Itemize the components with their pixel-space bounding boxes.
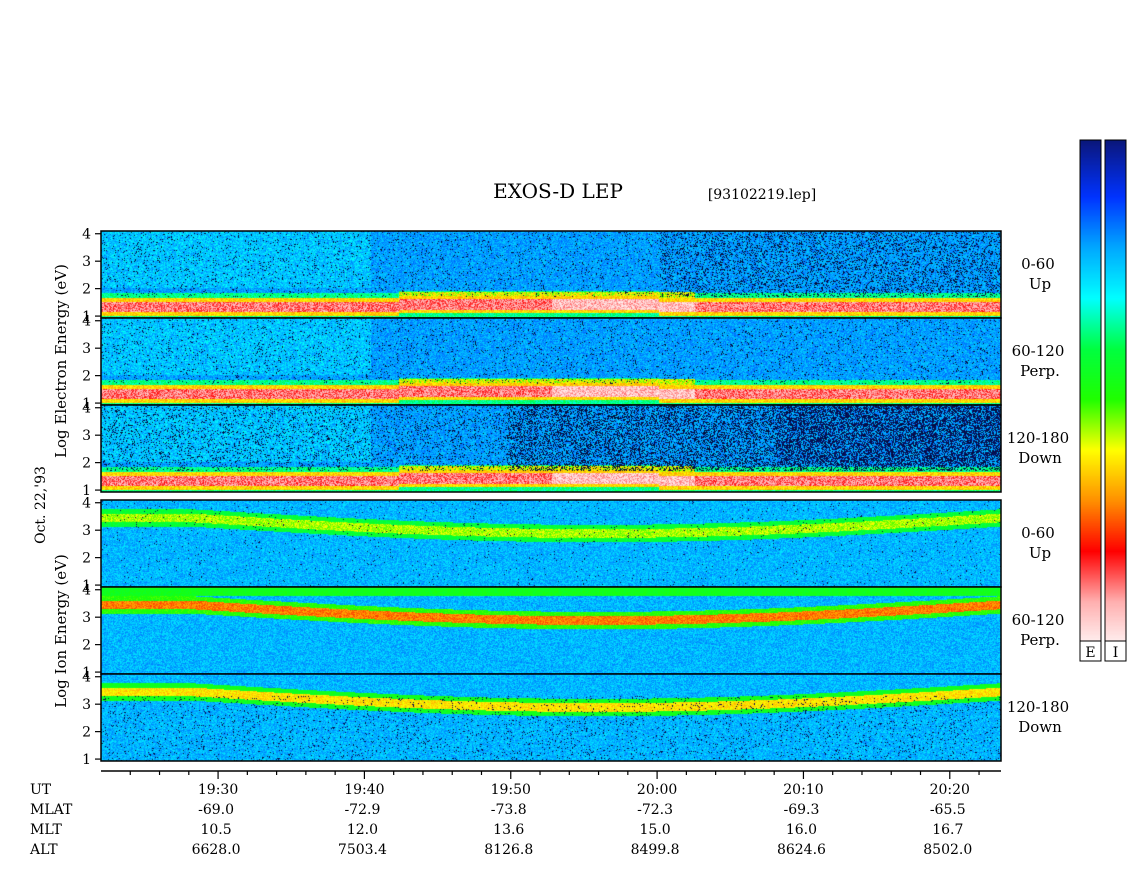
pitch-angle-label: 0-60 [1021, 524, 1055, 542]
orbit-value: -69.3 [783, 802, 819, 818]
spectrogram-ion-down [101, 674, 1001, 761]
colorbar-frame [1079, 139, 1102, 662]
svg-text:Log Electron Energy (eV): Log Electron Energy (eV) [52, 264, 70, 458]
y-tick-label: 1 [82, 483, 91, 499]
y-tick-label: 4 [82, 670, 91, 686]
y-tick-label: 2 [82, 369, 91, 385]
orbit-value: -72.3 [637, 802, 673, 818]
y-tick-label: 2 [82, 551, 91, 567]
orbit-value: 20:00 [637, 782, 677, 798]
y-tick-label: 3 [82, 610, 91, 626]
time-axis [101, 770, 1001, 779]
orbit-row-label: UT [30, 782, 52, 798]
direction-label: Perp. [1020, 631, 1060, 649]
y-tick-label: 3 [82, 254, 91, 270]
y-tick-label: 3 [82, 341, 91, 357]
direction-label: Down [1018, 718, 1062, 736]
colorbar-label: I [1113, 645, 1119, 661]
pitch-angle-label: 120-180 [1007, 429, 1069, 447]
direction-label: Up [1029, 275, 1051, 293]
direction-label: Up [1029, 544, 1051, 562]
y-tick-label: 1 [82, 578, 91, 594]
spectrogram-ion-perp [101, 587, 1001, 674]
orbit-value: 13.6 [493, 822, 524, 838]
y-tick-label: 2 [82, 638, 91, 654]
chart-title: EXOS-D LEP [493, 179, 623, 203]
orbit-row-label: MLT [30, 822, 62, 838]
pitch-angle-label: 60-120 [1012, 611, 1065, 629]
orbit-value: 7503.4 [338, 842, 387, 858]
panel-side-labels: 0-60 Up 60-120 Perp. 120-180 Down 0-60 Up 60-120… [1007, 255, 1069, 736]
orbit-value: 8502.0 [923, 842, 972, 858]
pitch-angle-label: 120-180 [1007, 698, 1069, 716]
orbit-value: 10.5 [200, 822, 231, 838]
spectrogram-electron-down [101, 405, 1001, 492]
orbit-value: -73.8 [491, 802, 527, 818]
orbit-value: 19:30 [198, 782, 238, 798]
y-tick-label: 1 [82, 752, 91, 768]
spectrogram-ion-up [101, 500, 1001, 587]
orbit-value: -69.0 [198, 802, 234, 818]
orbit-row-label: MLAT [30, 802, 73, 818]
colorbar [1080, 140, 1101, 641]
direction-label: Down [1018, 449, 1062, 467]
pitch-angle-label: 60-120 [1012, 342, 1065, 360]
y-tick-label: 3 [82, 428, 91, 444]
y-tick-label: 3 [82, 523, 91, 539]
orbit-value: 16.7 [932, 822, 963, 838]
y-tick-label: 4 [82, 496, 91, 512]
orbit-value: 16.0 [786, 822, 817, 838]
y-tick-label: 3 [82, 697, 91, 713]
orbit-value: 8126.8 [484, 842, 533, 858]
panel-frame [100, 404, 1002, 493]
orbit-value: 6628.0 [192, 842, 241, 858]
panel-frame [100, 673, 1002, 762]
svg-text:Log Ion Energy (eV): Log Ion Energy (eV) [52, 554, 70, 708]
y-tick-label: 4 [82, 583, 91, 599]
y-tick-label: 1 [82, 665, 91, 681]
colorbar-frame [1104, 139, 1127, 662]
y-tick-label: 4 [82, 401, 91, 417]
orbit-value: -65.5 [930, 802, 966, 818]
orbit-value: 20:10 [783, 782, 823, 798]
y-tick-label: 2 [82, 725, 91, 741]
date-label: Oct. 22,'93 [33, 466, 49, 544]
orbit-value: 15.0 [640, 822, 671, 838]
spectrogram-electron-up [101, 231, 1001, 318]
colorbar-label: E [1085, 645, 1095, 661]
orbit-value: 19:40 [344, 782, 384, 798]
spectrogram-electron-perp [101, 318, 1001, 405]
orbit-value: -72.9 [344, 802, 380, 818]
y-tick-label: 2 [82, 456, 91, 472]
orbit-info-table: UT 19:30 19:40 19:50 20:00 20:10 20:20 MLAT -69.… [29, 782, 972, 858]
colorbar [1105, 140, 1126, 641]
ion-axis-label: Log Ion Energy (eV) [52, 554, 70, 708]
file-label: [93102219.lep] [708, 187, 816, 203]
y-tick-label: 4 [82, 314, 91, 330]
orbit-value: 8624.6 [777, 842, 826, 858]
orbit-value: 8499.8 [631, 842, 680, 858]
pitch-angle-label: 0-60 [1021, 255, 1055, 273]
y-tick-label: 4 [82, 227, 91, 243]
electron-axis-label: Log Electron Energy (eV) [52, 264, 70, 458]
direction-label: Perp. [1020, 362, 1060, 380]
orbit-value: 20:20 [930, 782, 970, 798]
y-tick-label: 1 [82, 309, 91, 325]
y-tick-label: 1 [82, 396, 91, 412]
orbit-value: 19:50 [491, 782, 531, 798]
y-tick-label: 2 [82, 282, 91, 298]
orbit-value: 12.0 [347, 822, 378, 838]
svg-text:Oct. 22,'93: Oct. 22,'93 [33, 466, 49, 544]
orbit-row-label: ALT [29, 842, 58, 858]
